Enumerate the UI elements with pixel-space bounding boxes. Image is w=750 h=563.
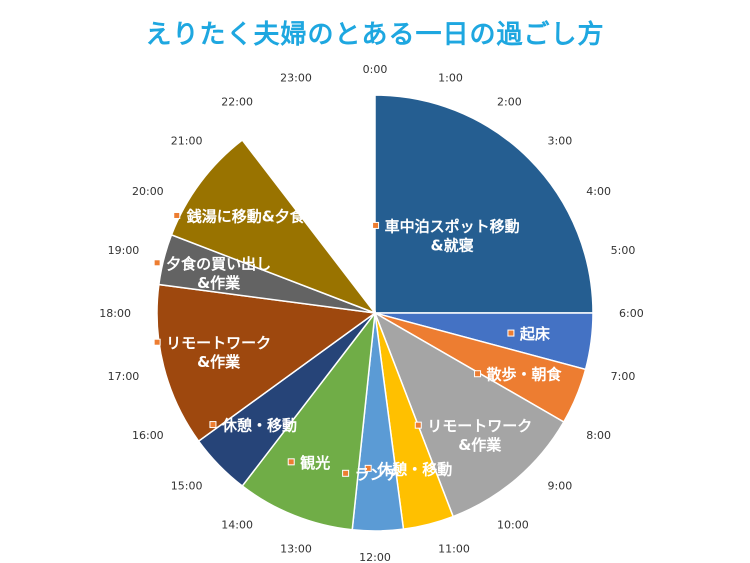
hour-label: 16:00: [132, 429, 164, 442]
hour-label: 11:00: [438, 543, 470, 556]
slice-label-8: リモートワーク&作業: [153, 334, 271, 371]
slice-label-text: 起床: [519, 325, 551, 343]
chart-title: えりたく夫婦のとある一日の過ごし方: [145, 20, 605, 50]
hour-label: 9:00: [548, 480, 573, 493]
hour-label: 22:00: [221, 96, 253, 109]
slice-marker: [372, 221, 380, 229]
slice-label-0: 車中泊スポット移動&就寝: [372, 217, 520, 254]
slice-label-text: 銭湯に移動&夕食: [186, 207, 306, 225]
hour-label: 14:00: [221, 518, 253, 531]
hour-label: 23:00: [280, 71, 312, 84]
slice-label-text: 休憩・移動: [376, 460, 452, 478]
pie-slice-3: [373, 311, 565, 518]
slice-marker: [342, 469, 350, 477]
hour-label: 6:00: [619, 307, 644, 320]
pie-slice-0: [374, 94, 594, 314]
hour-label: 21:00: [171, 134, 203, 147]
slice-marker: [414, 421, 422, 429]
hour-label: 7:00: [611, 370, 636, 383]
slice-marker: [364, 464, 372, 472]
slice-label-text: 夕食の買い出し: [166, 255, 271, 273]
slice-label-text: &作業: [197, 274, 241, 292]
slice-label-9: 夕食の買い出し&作業: [153, 255, 271, 292]
pie-slice-6: [241, 310, 377, 531]
slice-label-text: 休憩・移動: [221, 417, 297, 435]
hour-label: 13:00: [280, 543, 312, 556]
slice-label-6: 観光: [287, 454, 330, 472]
hour-label: 17:00: [108, 370, 140, 383]
slice-label-text: ランチ: [355, 465, 400, 483]
slice-label-text: 車中泊スポット移動: [385, 217, 520, 235]
slice-marker: [153, 259, 161, 267]
slice-marker: [153, 338, 161, 346]
hour-label: 20:00: [132, 185, 164, 198]
hour-label: 10:00: [497, 518, 529, 531]
hour-label: 12:00: [359, 551, 391, 563]
hour-label: 19:00: [108, 244, 140, 257]
hour-label: 8:00: [586, 429, 611, 442]
hour-labels: 0:00 1:00 2:00 3:00 4:00 5:00 6:00 7:00 8:00 9:00…: [99, 63, 643, 563]
hour-label: 0:00: [363, 63, 388, 76]
hour-label: 18:00: [99, 307, 131, 320]
hour-label: 4:00: [586, 185, 611, 198]
hour-label: 15:00: [171, 480, 203, 493]
slice-label-text: リモートワーク: [166, 334, 271, 352]
slice-marker: [173, 211, 181, 219]
slice-label-text: &作業: [197, 353, 241, 371]
slice-label-text: &就寝: [431, 236, 474, 254]
slice-marker: [287, 458, 295, 466]
slice-label-text: &作業: [458, 436, 502, 454]
pie-slice-8: [156, 283, 377, 443]
slice-label-7: 休憩・移動: [209, 417, 297, 435]
slice-marker: [507, 329, 515, 337]
slice-label-5: ランチ: [342, 465, 400, 483]
hour-label: 3:00: [548, 134, 573, 147]
slice-label-4: 休憩・移動: [364, 460, 452, 478]
slice-labels: 車中泊スポット移動&就寝起床散歩・朝食リモートワーク&作業休憩・移動ランチ観光休…: [153, 207, 563, 483]
slice-marker: [474, 370, 482, 378]
slice-label-text: リモートワーク: [427, 417, 532, 435]
slice-label-text: 散歩・朝食: [487, 366, 563, 384]
slice-marker: [209, 421, 217, 429]
slice-label-3: リモートワーク&作業: [414, 417, 532, 454]
pie-slice-10: [170, 138, 378, 315]
hour-label: 2:00: [497, 96, 522, 109]
slice-label-2: 散歩・朝食: [474, 366, 563, 384]
hour-label: 5:00: [611, 244, 636, 257]
hour-label: 1:00: [438, 71, 463, 84]
slice-label-10: 銭湯に移動&夕食: [173, 207, 306, 225]
slice-label-text: 観光: [300, 454, 330, 472]
pie-slices: [156, 94, 594, 532]
slice-label-1: 起床: [507, 325, 551, 343]
